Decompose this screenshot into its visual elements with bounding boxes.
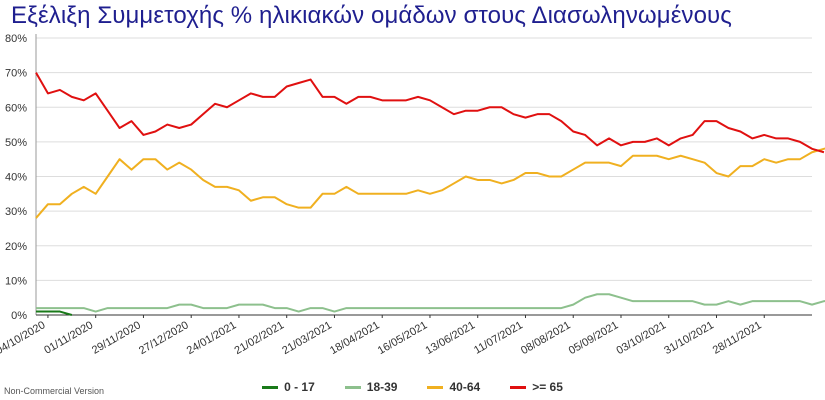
y-tick-label: 70% [5,68,27,80]
legend-item[interactable]: >= 65 [510,380,563,394]
x-tick-label: 11/07/2021 [472,319,525,357]
x-tick-label: 13/06/2021 [424,319,478,357]
legend-swatch [262,385,279,389]
legend-swatch [427,385,444,389]
y-tick-label: 30% [5,206,27,218]
x-tick-label: 04/10/2020 [0,319,47,357]
series-line [35,72,825,154]
y-tick-label: 20% [5,241,27,253]
x-tick-label: 21/02/2021 [233,319,287,357]
x-tick-label: 05/09/2021 [567,319,621,357]
x-tick-label: 28/11/2021 [711,319,764,357]
x-tick-label: 24/01/2021 [185,319,239,357]
x-tick-label: 27/12/2020 [137,319,191,357]
x-axis-tick-labels: 04/10/202001/11/202029/11/202027/12/2020… [0,319,764,357]
legend-swatch [510,385,527,389]
x-tick-label: 01/11/2020 [42,319,95,357]
legend-label: 40-64 [449,380,481,394]
x-tick-label: 16/05/2021 [376,319,430,357]
series-lines [35,72,825,316]
y-tick-label: 40% [5,172,27,184]
y-axis-tick-labels: 0% 10% 20% 30% 40% 50% 60% 70% 80% [5,33,27,322]
chart-title: Εξέλιξη Συμμετοχής % ηλικιακών ομάδων στ… [11,2,732,29]
x-tick-label: 03/10/2021 [615,319,669,357]
y-tick-label: 50% [5,137,27,149]
legend-label: 18-39 [366,380,398,394]
legend-item[interactable]: 40-64 [427,380,480,394]
legend-swatch [344,385,361,389]
legend: 0 - 17 18-39 40-64 >= 65 [0,380,825,394]
legend-label: 0 - 17 [284,380,315,394]
x-tick-label: 08/08/2021 [519,319,573,357]
y-tick-label: 10% [5,275,27,287]
axes [35,34,812,318]
x-tick-label: 31/10/2021 [662,319,716,357]
x-tick-label: 18/04/2021 [328,319,382,357]
series-line [35,147,825,219]
legend-label: >= 65 [532,380,563,394]
y-tick-label: 60% [5,102,27,114]
legend-item[interactable]: 18-39 [344,380,398,394]
footer-note: Non-Commercial Version [4,386,105,396]
legend-item[interactable]: 0 - 17 [262,380,315,394]
x-tick-label: 29/11/2020 [90,319,143,357]
series-line [36,293,825,313]
x-tick-label: 21/03/2021 [280,319,334,357]
series-line [36,310,73,316]
gridlines [36,37,812,281]
y-tick-label: 0% [11,310,27,322]
y-tick-label: 80% [5,33,27,45]
